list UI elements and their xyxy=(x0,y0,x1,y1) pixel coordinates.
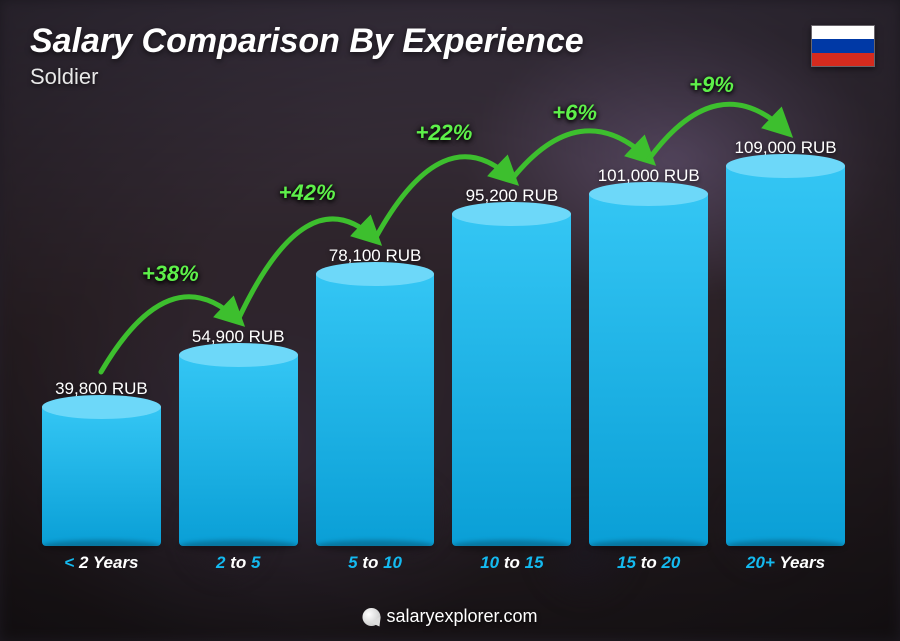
x-axis-label-2: 5 to 10 xyxy=(316,553,435,573)
x-axis-label-3: 10 to 15 xyxy=(452,553,571,573)
bar-5: 109,000 RUB xyxy=(726,138,845,546)
country-flag-russia xyxy=(811,25,875,67)
chart-area: 39,800 RUB54,900 RUB78,100 RUB95,200 RUB… xyxy=(42,105,845,573)
bar-2: 78,100 RUB xyxy=(316,246,435,546)
x-axis-label-5: 20+ Years xyxy=(726,553,845,573)
bar-3: 95,200 RUB xyxy=(452,186,571,546)
bars-group: 39,800 RUB54,900 RUB78,100 RUB95,200 RUB… xyxy=(42,106,845,546)
growth-arc-label: +9% xyxy=(689,72,734,98)
x-axis-label-1: 2 to 5 xyxy=(179,553,298,573)
bar-1: 54,900 RUB xyxy=(179,327,298,546)
chart-title: Salary Comparison By Experience xyxy=(30,22,584,61)
watermark: salaryexplorer.com xyxy=(362,606,537,627)
flag-stripe-1 xyxy=(812,26,874,39)
x-axis-label-4: 15 to 20 xyxy=(589,553,708,573)
chart-subtitle: Soldier xyxy=(30,64,98,90)
globe-icon xyxy=(362,608,380,626)
x-axis: < 2 Years 2 to 5 5 to 10 10 to 15 15 to 20 20… xyxy=(42,553,845,573)
bar-4: 101,000 RUB xyxy=(589,166,708,546)
watermark-text: salaryexplorer.com xyxy=(386,606,537,627)
bar-0: 39,800 RUB xyxy=(42,379,161,546)
chart-container: Salary Comparison By Experience Soldier … xyxy=(0,0,900,641)
flag-stripe-3 xyxy=(812,53,874,66)
flag-stripe-2 xyxy=(812,39,874,52)
x-axis-label-0: < 2 Years xyxy=(42,553,161,573)
